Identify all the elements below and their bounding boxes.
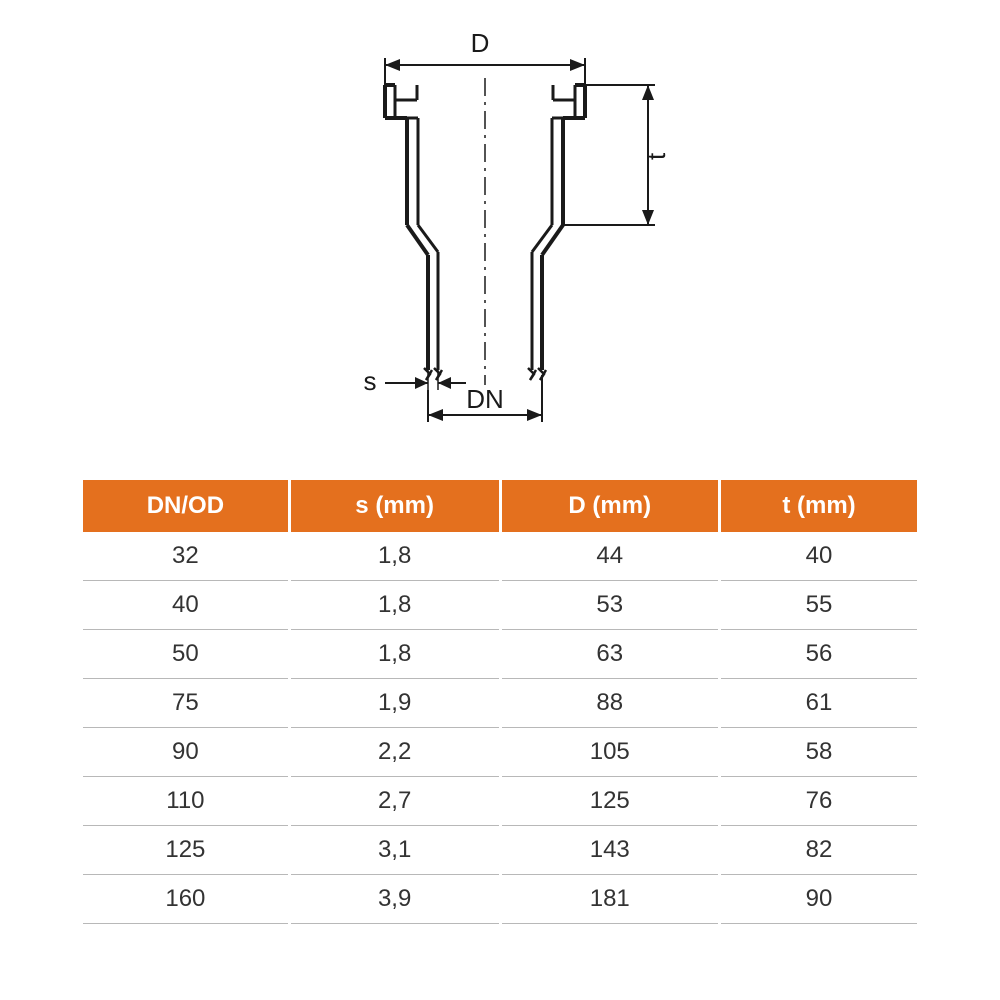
cell: 32 (83, 532, 288, 581)
table-row: 50 1,8 63 56 (83, 630, 917, 679)
cell: 105 (502, 728, 718, 777)
cell: 40 (83, 581, 288, 630)
cell: 2,2 (291, 728, 499, 777)
cell: 55 (721, 581, 917, 630)
cell: 110 (83, 777, 288, 826)
cell: 1,8 (291, 532, 499, 581)
diagram-container: D (80, 30, 920, 430)
cell: 56 (721, 630, 917, 679)
cell: 1,8 (291, 581, 499, 630)
col-header: D (mm) (502, 480, 718, 532)
table-row: 110 2,7 125 76 (83, 777, 917, 826)
table-body: 32 1,8 44 40 40 1,8 53 55 50 1,8 63 56 7… (83, 532, 917, 924)
col-header: DN/OD (83, 480, 288, 532)
cell: 3,1 (291, 826, 499, 875)
cell: 1,8 (291, 630, 499, 679)
cell: 2,7 (291, 777, 499, 826)
table-header-row: DN/OD s (mm) D (mm) t (mm) (83, 480, 917, 532)
cell: 50 (83, 630, 288, 679)
cell: 90 (721, 875, 917, 924)
cell: 75 (83, 679, 288, 728)
table-row: 75 1,9 88 61 (83, 679, 917, 728)
specs-table-container: DN/OD s (mm) D (mm) t (mm) 32 1,8 44 40 … (80, 480, 920, 924)
cell: 58 (721, 728, 917, 777)
label-DN: DN (466, 384, 504, 414)
cell: 88 (502, 679, 718, 728)
cell: 53 (502, 581, 718, 630)
cell: 125 (83, 826, 288, 875)
table-row: 90 2,2 105 58 (83, 728, 917, 777)
cell: 90 (83, 728, 288, 777)
label-s: s (364, 366, 377, 396)
cell: 160 (83, 875, 288, 924)
cell: 44 (502, 532, 718, 581)
cell: 143 (502, 826, 718, 875)
pipe-diagram: D (240, 30, 760, 430)
cell: 63 (502, 630, 718, 679)
table-row: 40 1,8 53 55 (83, 581, 917, 630)
col-header: t (mm) (721, 480, 917, 532)
label-D: D (471, 30, 490, 58)
table-row: 125 3,1 143 82 (83, 826, 917, 875)
cell: 76 (721, 777, 917, 826)
cell: 1,9 (291, 679, 499, 728)
cell: 181 (502, 875, 718, 924)
cell: 125 (502, 777, 718, 826)
cell: 40 (721, 532, 917, 581)
col-header: s (mm) (291, 480, 499, 532)
label-t: t (641, 152, 671, 160)
cell: 82 (721, 826, 917, 875)
cell: 61 (721, 679, 917, 728)
table-row: 160 3,9 181 90 (83, 875, 917, 924)
table-row: 32 1,8 44 40 (83, 532, 917, 581)
specs-table: DN/OD s (mm) D (mm) t (mm) 32 1,8 44 40 … (80, 480, 920, 924)
cell: 3,9 (291, 875, 499, 924)
